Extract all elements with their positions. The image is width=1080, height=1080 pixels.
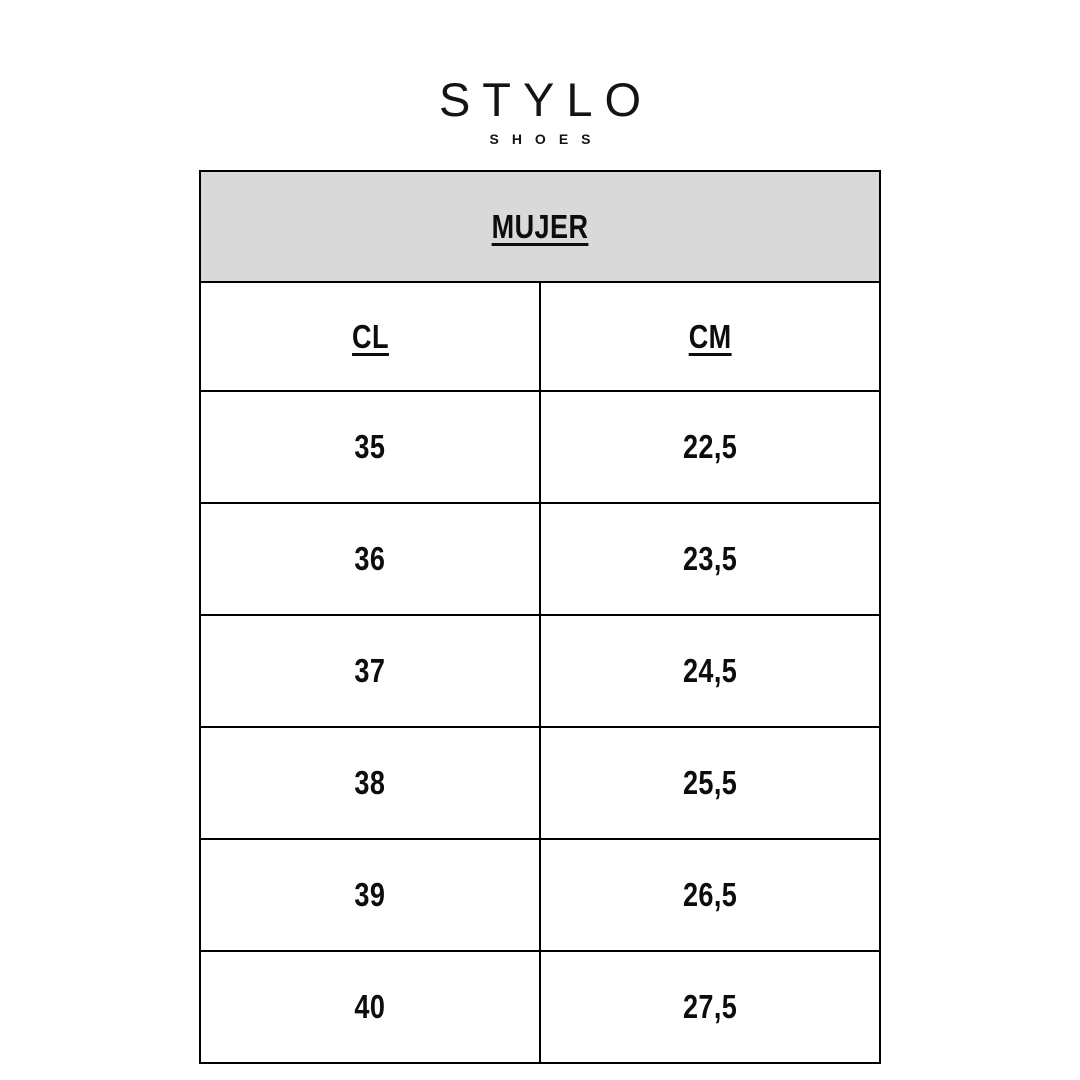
column-header-cl-label: CL xyxy=(351,317,389,355)
cl-value: 39 xyxy=(354,876,386,913)
cl-cell: 39 xyxy=(199,838,541,952)
cm-value: 25,5 xyxy=(682,764,738,801)
table-row: 37 24,5 xyxy=(199,614,881,728)
cm-value: 24,5 xyxy=(682,652,738,689)
cm-cell: 23,5 xyxy=(539,502,881,616)
cm-cell: 22,5 xyxy=(539,390,881,504)
cl-cell: 40 xyxy=(199,950,541,1064)
cl-cell: 35 xyxy=(199,390,541,504)
table-row: 36 23,5 xyxy=(199,502,881,616)
cl-cell: 38 xyxy=(199,726,541,840)
cm-value: 27,5 xyxy=(682,988,738,1025)
cl-value: 36 xyxy=(354,540,386,577)
cl-value: 37 xyxy=(354,652,386,689)
cl-value: 38 xyxy=(354,764,386,801)
cm-value: 26,5 xyxy=(682,876,738,913)
table-title-row: MUJER xyxy=(199,170,881,283)
brand-logo: STYLO SHOES xyxy=(0,76,1080,146)
column-header-cl: CL xyxy=(199,281,541,392)
cm-cell: 25,5 xyxy=(539,726,881,840)
cm-cell: 27,5 xyxy=(539,950,881,1064)
cl-value: 40 xyxy=(354,988,386,1025)
table-row: 38 25,5 xyxy=(199,726,881,840)
table-row: 40 27,5 xyxy=(199,950,881,1064)
table-row: 35 22,5 xyxy=(199,390,881,504)
column-header-cm: CM xyxy=(539,281,881,392)
table-title-cell: MUJER xyxy=(199,170,881,283)
cl-value: 35 xyxy=(354,428,386,465)
table-header-row: CL CM xyxy=(199,281,881,392)
cl-cell: 37 xyxy=(199,614,541,728)
cm-cell: 26,5 xyxy=(539,838,881,952)
cm-cell: 24,5 xyxy=(539,614,881,728)
table-title: MUJER xyxy=(491,207,589,245)
cl-cell: 36 xyxy=(199,502,541,616)
cm-value: 22,5 xyxy=(682,428,738,465)
brand-name: STYLO xyxy=(438,73,654,126)
cm-value: 23,5 xyxy=(682,540,738,577)
column-header-cm-label: CM xyxy=(688,317,732,355)
table-row: 39 26,5 xyxy=(199,838,881,952)
brand-subtitle: SHOES xyxy=(489,131,604,147)
size-chart-table: MUJER CL CM 35 22,5 xyxy=(199,170,881,1064)
